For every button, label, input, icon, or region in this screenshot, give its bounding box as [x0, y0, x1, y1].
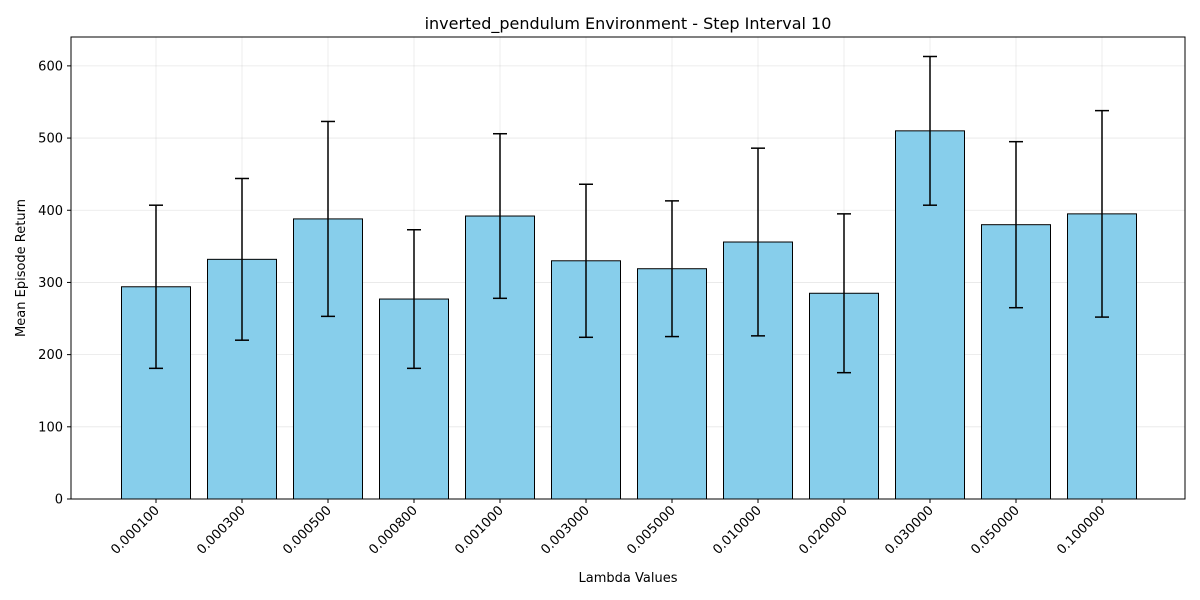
- x-tick-label: 0.005000: [624, 503, 678, 557]
- x-tick-label: 0.050000: [968, 503, 1022, 557]
- x-axis: 0.000100 0.000300 0.000500 0.000800 0.001000…: [108, 499, 1109, 558]
- x-tick-label: 0.001000: [452, 503, 506, 557]
- bars: [121, 130, 1137, 500]
- y-tick-label: 300: [38, 276, 63, 291]
- x-tick-label: 0.030000: [882, 503, 936, 557]
- x-tick-label: 0.000300: [194, 503, 248, 557]
- y-axis: 0 100 200 300 400 500 600: [38, 59, 71, 508]
- x-tick-label: 0.100000: [1054, 503, 1108, 557]
- x-tick-label: 0.000500: [280, 503, 334, 557]
- plot-frame: [70, 36, 1186, 500]
- x-tick-label: 0.010000: [710, 503, 764, 557]
- x-axis-label: Lambda Values: [579, 571, 678, 586]
- y-tick-label: 400: [38, 204, 63, 219]
- y-tick-label: 0: [55, 493, 63, 508]
- y-tick-label: 600: [38, 59, 63, 74]
- y-tick-label: 100: [38, 420, 63, 435]
- error-bars: [149, 55, 1109, 374]
- x-tick-label: 0.000800: [366, 503, 420, 557]
- y-tick-label: 200: [38, 348, 63, 363]
- chart-title: inverted_pendulum Environment - Step Int…: [425, 14, 832, 34]
- y-axis-label: Mean Episode Return: [14, 199, 29, 337]
- x-tick-label: 0.000100: [108, 503, 162, 557]
- x-tick-label: 0.003000: [538, 503, 592, 557]
- y-tick-label: 500: [38, 132, 63, 147]
- x-tick-label: 0.020000: [796, 503, 850, 557]
